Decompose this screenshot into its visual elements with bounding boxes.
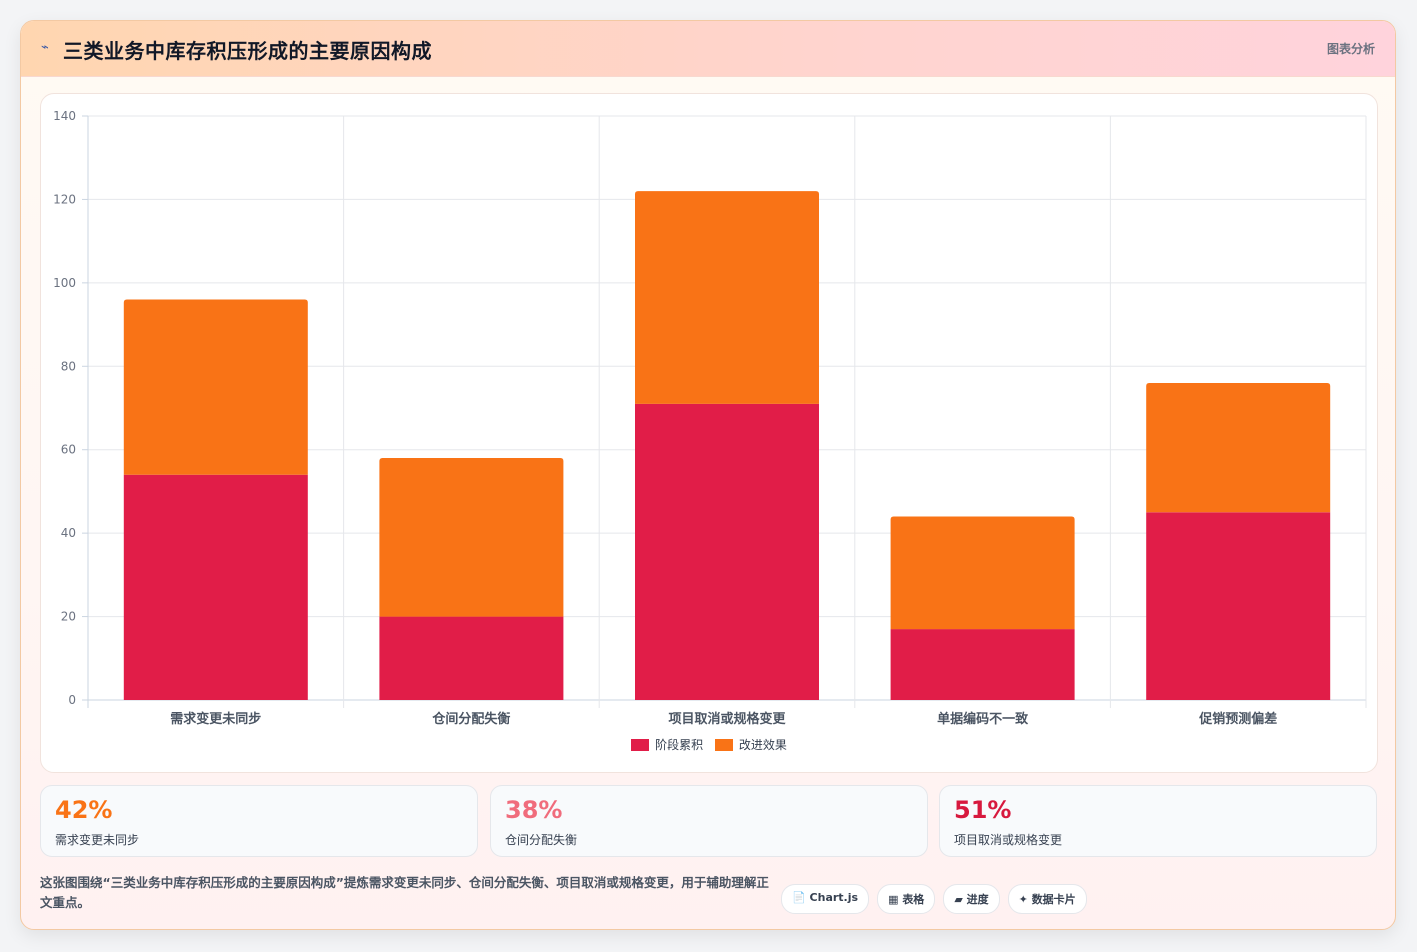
x-tick-label: 项目取消或规格变更 [668, 711, 786, 727]
y-tick-label: 0 [68, 693, 76, 707]
x-tick-label: 促销预测偏差 [1198, 711, 1277, 727]
stat-card-project-cancel: 51% 项目取消或规格变更 [939, 785, 1377, 857]
x-tick-label: 单据编码不一致 [937, 711, 1029, 727]
chart-legend: 阶段累积 改进效果 [41, 736, 1377, 754]
legend-swatch-series-1 [714, 738, 733, 751]
sparkle-icon: ✦ [1018, 893, 1028, 906]
tag-progress[interactable]: ▰ 进度 [943, 884, 1000, 914]
stat-value: 38% [505, 796, 563, 824]
card-header: ⌁ 三类业务中库存积压形成的主要原因构成 图表分析 [21, 21, 1395, 77]
bar-segment-improvement-effect [379, 458, 564, 617]
page-title: 三类业务中库存积压形成的主要原因构成 [63, 39, 432, 63]
y-tick-label: 20 [61, 610, 76, 624]
chart-icon: ⌁ [41, 40, 49, 55]
tag-data-card[interactable]: ✦ 数据卡片 [1007, 884, 1087, 914]
table-icon: ▦ [888, 893, 899, 906]
stat-label: 项目取消或规格变更 [954, 833, 1063, 847]
stat-card-demand-change: 42% 需求变更未同步 [40, 785, 478, 857]
tag-chartjs[interactable]: 📄 Chart.js [781, 884, 870, 914]
tag-label: 表格 [902, 893, 925, 906]
bar-segment-improvement-effect [1146, 382, 1331, 513]
legend-label-series-0: 阶段累积 [655, 738, 704, 752]
stat-value: 51% [954, 796, 1012, 824]
bar-segment-improvement-effect [890, 516, 1075, 630]
bar-segment-stage-accumulation [635, 403, 819, 700]
y-tick-label: 140 [53, 109, 76, 123]
tag-list: 📄 Chart.js ▦ 表格 ▰ 进度 ✦ 数据卡片 [781, 884, 1087, 914]
tag-table[interactable]: ▦ 表格 [877, 884, 936, 914]
stacked-bar-chart: 0 20 40 60 80 100 120 140 需求变更未同步 仓间分配失衡 项目取消或规格变更… [53, 109, 1367, 727]
y-tick-label: 100 [53, 276, 76, 290]
legend-item-series-0[interactable]: 阶段累积 [631, 736, 703, 753]
stat-value: 42% [55, 796, 113, 824]
chart-card: ⌁ 三类业务中库存积压形成的主要原因构成 图表分析 0 20 40 60 80 100 12… [20, 20, 1396, 930]
tag-label: Chart.js [809, 891, 859, 904]
y-tick-label: 40 [61, 526, 76, 540]
bar-segment-improvement-effect [123, 299, 308, 475]
x-tick-label: 仓间分配失衡 [431, 711, 510, 727]
bar-segment-improvement-effect [635, 191, 819, 404]
y-tick-label: 80 [61, 359, 76, 373]
y-tick-label: 60 [61, 443, 76, 457]
stat-label: 仓间分配失衡 [505, 833, 578, 847]
x-tick-label: 需求变更未同步 [170, 711, 261, 727]
progress-icon: ▰ [954, 893, 963, 906]
bar-segment-stage-accumulation [379, 616, 564, 700]
chart-panel: 0 20 40 60 80 100 120 140 需求变更未同步 仓间分配失衡 项目取消或规格变更… [40, 93, 1378, 773]
chart-footnote: 这张图围绕“三类业务中库存积压形成的主要原因构成”提炼需求变更未同步、仓间分配失… [40, 875, 769, 910]
legend-label-series-1: 改进效果 [738, 738, 787, 752]
legend-item-series-1[interactable]: 改进效果 [714, 736, 787, 753]
bar-segment-stage-accumulation [1146, 512, 1331, 700]
tag-label: 数据卡片 [1031, 893, 1076, 906]
legend-swatch-series-0 [631, 738, 650, 751]
stat-card-warehouse-imbalance: 38% 仓间分配失衡 [490, 785, 928, 857]
chart-analysis-link[interactable]: 图表分析 [1326, 42, 1375, 56]
document-icon: 📄 [792, 891, 806, 904]
bar-segment-stage-accumulation [123, 474, 308, 700]
bar-segment-stage-accumulation [890, 629, 1075, 700]
tag-label: 进度 [966, 893, 989, 906]
y-tick-label: 120 [53, 192, 76, 206]
stat-label: 需求变更未同步 [55, 833, 140, 847]
